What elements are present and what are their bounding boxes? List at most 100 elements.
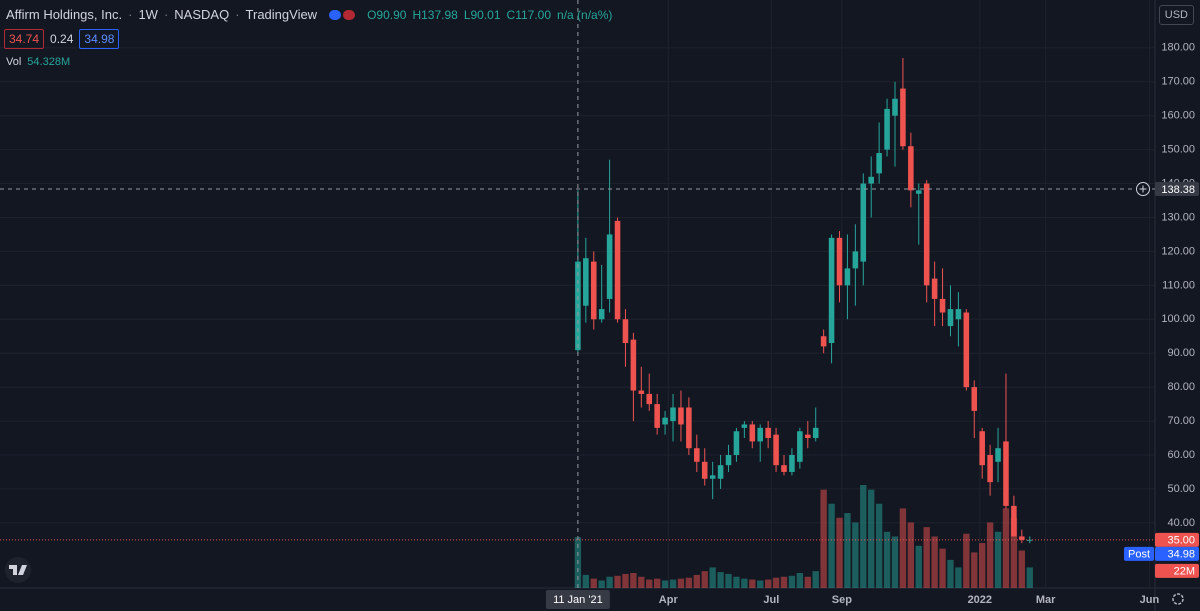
volume-bar xyxy=(875,503,883,588)
volume-bar xyxy=(638,576,645,588)
currency-button[interactable]: USD xyxy=(1158,5,1194,25)
candle-body xyxy=(598,309,605,320)
y-tick-label: 60.00 xyxy=(1167,449,1195,461)
candle-body xyxy=(860,183,867,262)
legend-header: Affirm Holdings, Inc. 1W NASDAQ TradingV… xyxy=(6,7,612,22)
candle-body xyxy=(606,234,613,299)
y-tick-label: 180.00 xyxy=(1161,42,1195,54)
crosshair-price-label: 138.38 xyxy=(1161,184,1195,196)
candle-body xyxy=(765,427,771,439)
add-alert-icon xyxy=(1139,185,1147,193)
open: O90.90 xyxy=(367,7,407,22)
candle-body xyxy=(797,431,803,462)
y-tick-label: 50.00 xyxy=(1167,483,1195,495)
candle-body xyxy=(709,475,716,479)
source: TradingView xyxy=(235,7,318,22)
candle-body xyxy=(939,298,946,313)
candle-body xyxy=(670,407,676,422)
volume-bar xyxy=(939,548,946,588)
volume-bar xyxy=(646,579,653,588)
volume-bar xyxy=(733,576,740,588)
y-tick-label: 170.00 xyxy=(1161,76,1195,88)
post-price-label-bg xyxy=(1155,546,1199,561)
y-tick-label: 40.00 xyxy=(1167,517,1195,529)
volume-value: 54.328M xyxy=(27,56,71,68)
candle-body xyxy=(805,434,811,439)
volume-bar xyxy=(677,578,685,588)
candle-body xyxy=(773,434,779,466)
volume-bar xyxy=(796,573,804,588)
candle-body xyxy=(725,454,732,466)
y-tick-label: 90.00 xyxy=(1167,347,1195,359)
logo xyxy=(9,565,27,575)
status-icons xyxy=(329,9,356,20)
bid[interactable]: 34.74 xyxy=(4,29,45,49)
y-tick-label: 120.00 xyxy=(1161,245,1195,257)
settings-button[interactable] xyxy=(1172,593,1184,605)
candle-body xyxy=(1019,536,1025,540)
last-price-label-bg xyxy=(1155,532,1199,547)
close: C117.00 xyxy=(506,7,552,22)
quote-row: 34.74 0.24 34.98 xyxy=(4,29,120,49)
x-tick-label: Mar xyxy=(1036,594,1056,606)
y-tick-label: 160.00 xyxy=(1161,110,1195,122)
low: L90.01 xyxy=(463,7,501,22)
candle-body xyxy=(781,465,787,472)
volume-bar xyxy=(828,503,835,588)
volume-bar xyxy=(1026,567,1033,588)
candle-body xyxy=(971,387,978,411)
symbol[interactable]: Affirm Holdings, Inc. xyxy=(6,7,123,22)
candle-body xyxy=(1003,441,1009,506)
volume-bar xyxy=(994,531,1002,588)
volume-bar xyxy=(923,527,930,588)
volume-bar xyxy=(899,508,907,588)
candle-body xyxy=(884,108,890,150)
candle-body xyxy=(678,407,684,425)
candle-body xyxy=(876,153,882,174)
logo-bg xyxy=(5,557,31,583)
volume-bar xyxy=(685,577,693,588)
candle-body xyxy=(638,390,645,394)
volume-bar xyxy=(915,545,922,588)
candle-body xyxy=(868,176,874,184)
volume-bar xyxy=(582,574,589,588)
volume-bar xyxy=(606,576,613,588)
volume-legend: Vol 54.328M xyxy=(6,56,70,68)
post-price-label: 34.98 xyxy=(1167,549,1195,561)
volume-bar xyxy=(590,578,597,588)
candle-body xyxy=(757,427,763,442)
candle-body xyxy=(828,237,835,344)
volume-bar xyxy=(669,579,677,588)
candle-body xyxy=(923,183,930,286)
candle-body xyxy=(987,454,993,483)
volume-bar xyxy=(986,522,994,588)
candle-body xyxy=(630,339,637,391)
candle-body xyxy=(583,258,589,306)
candle-body xyxy=(662,417,668,425)
x-tick-label: 2022 xyxy=(968,594,992,606)
volume-bar xyxy=(661,580,669,588)
volume-bar xyxy=(764,579,772,588)
y-tick-label: 130.00 xyxy=(1161,211,1195,223)
volume-bar xyxy=(891,536,899,588)
volume-bar xyxy=(836,517,843,588)
candle-body xyxy=(852,251,859,269)
ask[interactable]: 34.98 xyxy=(79,29,120,49)
candle-body xyxy=(995,448,1001,462)
volume-bar xyxy=(749,579,756,588)
candle-body xyxy=(963,312,970,388)
candle-body xyxy=(694,448,700,462)
x-tick-label: Sep xyxy=(832,594,852,606)
last-volume-label-bg xyxy=(1155,563,1199,578)
y-tick-label: 150.00 xyxy=(1161,144,1195,156)
volume-bar xyxy=(622,573,629,588)
candle-body xyxy=(590,261,597,320)
volume-bar xyxy=(883,531,891,588)
volume-bar xyxy=(630,573,637,588)
volume-bar xyxy=(979,543,986,588)
x-tick-label: Jun xyxy=(1140,594,1160,606)
candle-body xyxy=(741,424,748,428)
candle-body xyxy=(622,319,629,344)
volume-bar xyxy=(1002,508,1010,588)
